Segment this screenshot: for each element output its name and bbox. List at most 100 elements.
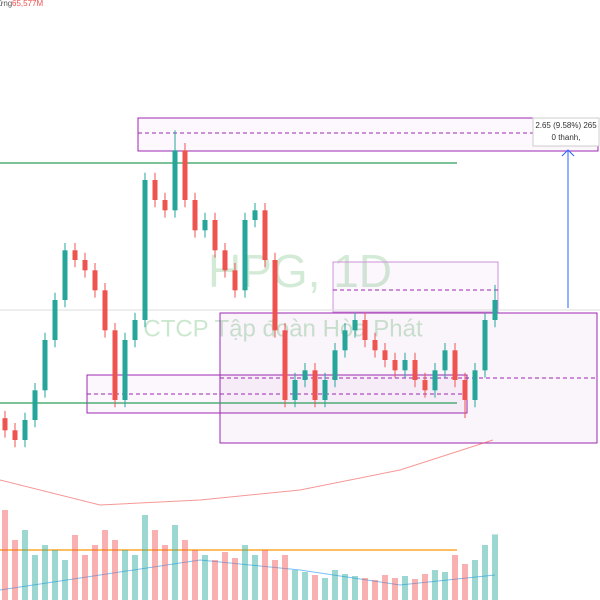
candle-body (422, 380, 428, 391)
candle-body (92, 270, 98, 291)
volume-bar (252, 555, 258, 600)
candle-body (382, 350, 388, 360)
candle-body (252, 210, 258, 220)
volume-bar (422, 574, 428, 600)
volume-bar (12, 540, 18, 600)
candle-body (222, 250, 228, 271)
candle-body (292, 380, 298, 400)
range-box (137, 117, 599, 152)
candle-body (102, 290, 108, 331)
measure-subtext: 0 thanh, (552, 133, 581, 142)
candle-body (82, 260, 88, 271)
volume-bar (242, 545, 248, 600)
candle-body (442, 350, 448, 371)
volume-bar (162, 545, 168, 600)
volume-bar (52, 550, 58, 600)
candle-body (372, 340, 378, 351)
candle-body (232, 270, 238, 291)
volume-bar (62, 560, 68, 600)
volume-bar (372, 580, 378, 600)
volume-bar (82, 555, 88, 600)
volume-bar (432, 570, 438, 600)
volume-bar (322, 578, 328, 600)
candle-body (182, 150, 188, 200)
volume-bar (92, 545, 98, 600)
candle-body (492, 300, 498, 320)
volume-bar (312, 575, 318, 600)
candle-body (302, 370, 308, 380)
candle-body (162, 200, 168, 211)
candle-body (472, 370, 478, 400)
candle-body (342, 330, 348, 351)
volume-bar (22, 530, 28, 600)
candle-body (62, 250, 68, 300)
volume-bar (492, 534, 498, 600)
volume-value-label: 65,577M (12, 0, 43, 8)
volume-bar (482, 545, 488, 600)
volume-bar (302, 572, 308, 600)
candle-body (112, 330, 118, 400)
volume-bar (192, 550, 198, 600)
volume-bar (402, 576, 408, 600)
candle-body (282, 330, 288, 400)
volume-bar (142, 515, 148, 600)
candle-body (462, 380, 468, 400)
measure-arrowhead (561, 149, 575, 157)
candle-body (352, 320, 358, 331)
volume-bar (72, 535, 78, 600)
volume-bar (112, 540, 118, 600)
volume-bar (32, 555, 38, 600)
volume-bar (152, 530, 158, 600)
volume-bar (292, 570, 298, 600)
volume-bar (2, 510, 8, 600)
volume-bar (462, 564, 468, 600)
volume-bar (232, 558, 238, 600)
candle-body (42, 340, 48, 391)
candle-body (362, 320, 368, 340)
volume-bar (122, 550, 128, 600)
volume-bar (42, 545, 48, 600)
candle-body (172, 150, 178, 211)
volume-bar (452, 555, 458, 600)
volume-bar (212, 560, 218, 600)
candle-body (152, 180, 158, 200)
candle-body (12, 430, 18, 440)
candle-body (272, 260, 278, 331)
candle-body (2, 418, 8, 431)
volume-bar (262, 550, 268, 600)
candle-body (402, 360, 408, 371)
volume-bar (342, 574, 348, 600)
volume-bar (282, 555, 288, 600)
candle-body (52, 300, 58, 340)
volume-bar (392, 578, 398, 600)
candle-body (32, 390, 38, 420)
candle-body (332, 350, 338, 380)
moving-average (0, 439, 494, 506)
volume-average (0, 559, 496, 591)
volume-bar (172, 525, 178, 600)
volume-bar (332, 570, 338, 600)
volume-bar (362, 578, 368, 600)
volume-bar (442, 572, 448, 600)
candle-body (392, 360, 398, 371)
volume-bar (382, 575, 388, 600)
candle-body (212, 220, 218, 251)
candle-body (22, 420, 28, 440)
volume-bar (472, 560, 478, 600)
volume-bar (202, 555, 208, 600)
candle-body (242, 220, 248, 291)
candle-body (432, 370, 438, 391)
drawings (0, 117, 600, 591)
candle-body (192, 200, 198, 231)
symbol-watermark: HPG, 1D (208, 245, 392, 297)
candle-body (142, 180, 148, 320)
measure-text: 2.65 (9.58%) 265 (535, 121, 597, 130)
volume-bar (412, 579, 418, 600)
candle-body (72, 250, 78, 260)
volume-bar (222, 552, 228, 600)
volume-bar (272, 560, 278, 600)
volume-bar (182, 540, 188, 600)
candle-body (132, 320, 138, 340)
candle-body (482, 320, 488, 371)
